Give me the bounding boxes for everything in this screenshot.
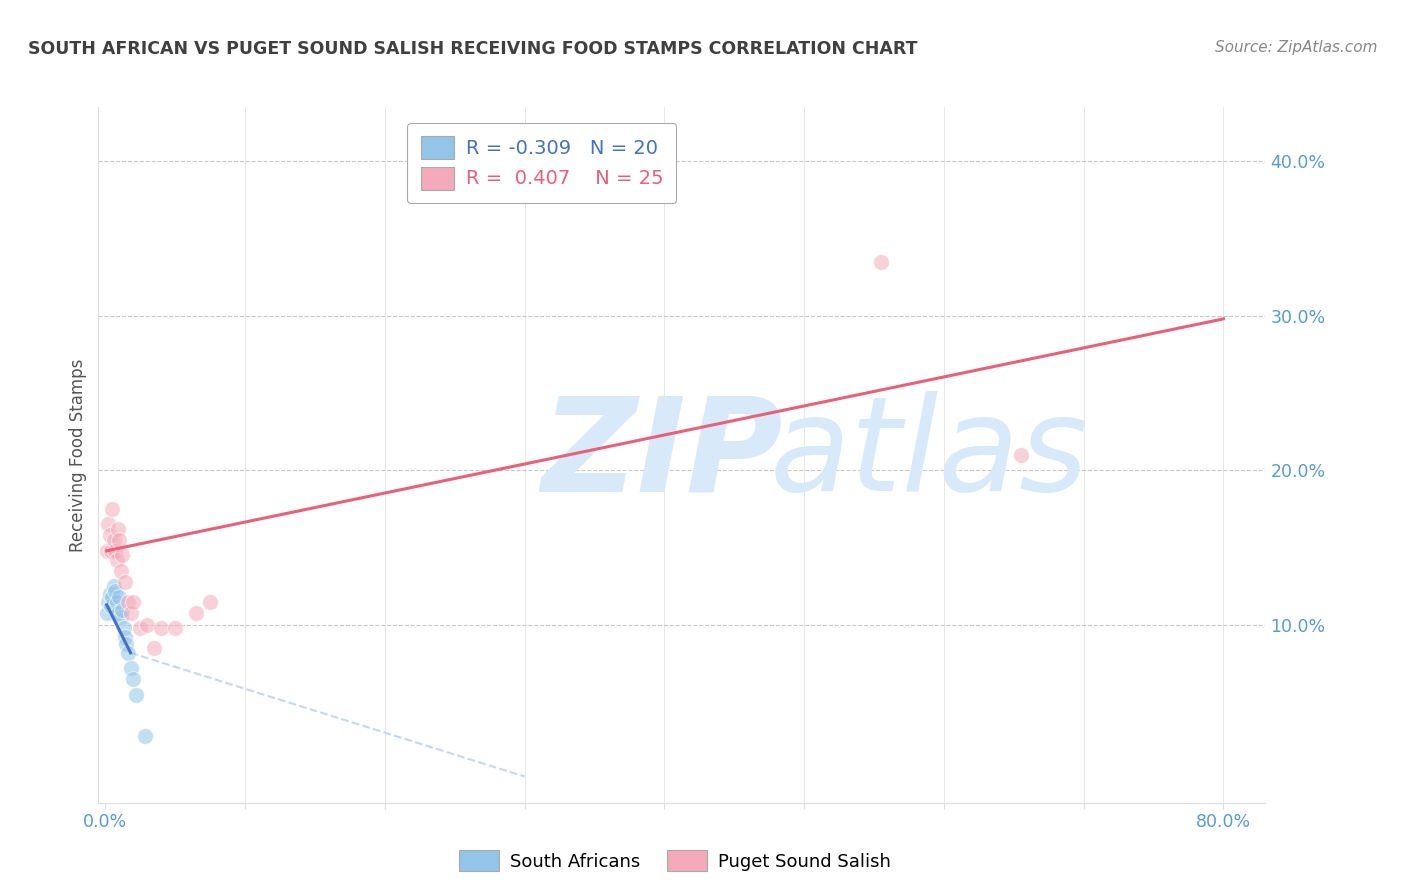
Point xyxy=(105,595,128,609)
Point xyxy=(1010,448,1032,462)
Point xyxy=(105,553,128,567)
Point xyxy=(108,590,131,604)
Point xyxy=(104,543,127,558)
Text: SOUTH AFRICAN VS PUGET SOUND SALISH RECEIVING FOOD STAMPS CORRELATION CHART: SOUTH AFRICAN VS PUGET SOUND SALISH RECE… xyxy=(28,40,918,58)
Point xyxy=(111,549,134,563)
Point xyxy=(103,579,125,593)
Point xyxy=(97,595,120,609)
Point xyxy=(136,618,159,632)
Point xyxy=(186,606,208,620)
Point xyxy=(110,610,132,624)
Point xyxy=(97,517,120,532)
Point xyxy=(129,621,152,635)
Point xyxy=(101,590,124,604)
Point xyxy=(120,661,142,675)
Point xyxy=(107,522,129,536)
Point xyxy=(107,606,129,620)
Point xyxy=(134,729,156,743)
Text: Source: ZipAtlas.com: Source: ZipAtlas.com xyxy=(1215,40,1378,55)
Point xyxy=(200,595,222,609)
Y-axis label: Receiving Food Stamps: Receiving Food Stamps xyxy=(69,359,87,551)
Point xyxy=(98,528,121,542)
Point xyxy=(114,631,136,645)
Point xyxy=(120,606,142,620)
Text: atlas: atlas xyxy=(769,392,1088,518)
Point xyxy=(122,595,145,609)
Point xyxy=(122,672,145,686)
Point xyxy=(98,587,121,601)
Point xyxy=(114,574,136,589)
Point xyxy=(100,599,122,614)
Point xyxy=(117,595,139,609)
Point xyxy=(100,543,122,558)
Point xyxy=(104,584,127,599)
Point xyxy=(96,606,118,620)
Point xyxy=(117,646,139,660)
Point xyxy=(150,621,173,635)
Point xyxy=(111,602,134,616)
Point xyxy=(112,621,135,635)
Point xyxy=(108,533,131,547)
Point xyxy=(143,641,166,656)
Point xyxy=(103,533,125,547)
Point xyxy=(115,636,138,650)
Point xyxy=(96,543,118,558)
Text: ZIP: ZIP xyxy=(541,392,783,518)
Point xyxy=(125,688,148,702)
Point xyxy=(165,621,187,635)
Point xyxy=(870,254,893,268)
Legend: R = -0.309   N = 20, R =  0.407    N = 25: R = -0.309 N = 20, R = 0.407 N = 25 xyxy=(408,123,676,202)
Point xyxy=(110,564,132,578)
Point xyxy=(101,502,124,516)
Legend: South Africans, Puget Sound Salish: South Africans, Puget Sound Salish xyxy=(451,843,898,879)
